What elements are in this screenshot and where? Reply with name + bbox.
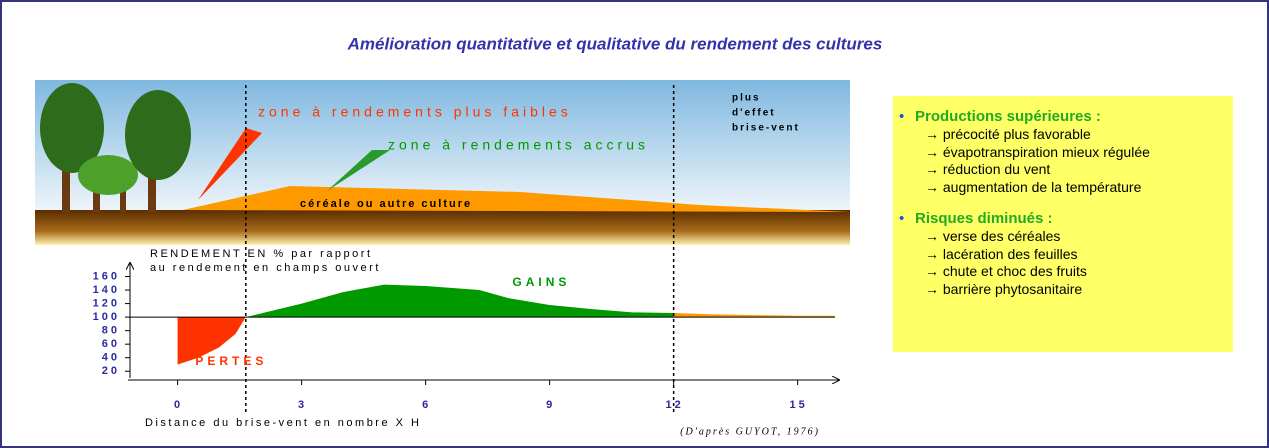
page: {"chart_data": { "type": "area", "title"… (0, 0, 1269, 448)
series-label: PERTES (195, 354, 267, 368)
y-axis-title: RENDEMENT EN % par rapport (150, 248, 373, 260)
item: → réduction du vent (925, 161, 1233, 179)
info-box: Productions supérieures :→ précocité plu… (893, 96, 1233, 352)
x-tick-label: 6 (422, 399, 431, 411)
section: Productions supérieures :→ précocité plu… (915, 108, 1233, 196)
ground (35, 210, 850, 245)
item-list: → précocité plus favorable→ évapotranspi… (925, 126, 1233, 196)
item: → lacération des feuilles (925, 246, 1233, 264)
y-tick-label: 40 (102, 352, 120, 364)
x-tick-label: 12 (666, 399, 684, 411)
x-tick-label: 15 (790, 399, 808, 411)
no-effect-label: plus (732, 93, 761, 104)
y-tick-label: 100 (93, 311, 120, 323)
source: (D'après GUYOT, 1976) (680, 426, 820, 437)
section-list: Productions supérieures :→ précocité plu… (893, 96, 1233, 298)
section-heading: Risques diminués : (915, 210, 1233, 227)
zone-low-label: zone à rendements plus faibles (258, 104, 572, 120)
y-tick-label: 60 (102, 338, 120, 350)
item: → verse des céréales (925, 228, 1233, 246)
x-tick-label: 9 (546, 399, 555, 411)
series-label: GAINS (512, 275, 570, 289)
y-tick-label: 140 (93, 284, 120, 296)
no-effect-label: d'effet (732, 108, 776, 119)
section-heading: Productions supérieures : (915, 108, 1233, 125)
crop-label: céréale ou autre culture (300, 198, 472, 210)
illustration: zone à rendements plus faibles zone à re… (35, 80, 850, 245)
item-list: → verse des céréales→ lacération des feu… (925, 228, 1233, 298)
no-effect-label: brise-vent (732, 123, 800, 134)
y-tick-label: 160 (93, 270, 120, 282)
item: → évapotranspiration mieux régulée (925, 144, 1233, 162)
section: Risques diminués :→ verse des céréales→ … (915, 210, 1233, 298)
y-tick-label: 80 (102, 325, 120, 337)
item: → barrière phytosanitaire (925, 281, 1233, 299)
y-tick-label: 20 (102, 365, 120, 377)
y-tick-label: 120 (93, 297, 120, 309)
x-tick-label: 0 (174, 399, 183, 411)
zone-high-label: zone à rendements accrus (388, 137, 649, 153)
item: → précocité plus favorable (925, 126, 1233, 144)
x-tick-label: 3 (298, 399, 307, 411)
x-axis-title: Distance du brise-vent en nombre X H (145, 417, 421, 429)
chart-title: Amélioration quantitative et qualitative… (347, 34, 883, 53)
area (674, 313, 835, 317)
area (246, 285, 674, 317)
item: → augmentation de la température (925, 179, 1233, 197)
item: → chute et choc des fruits (925, 263, 1233, 281)
y-axis-title: au rendement en champs ouvert (150, 262, 381, 274)
